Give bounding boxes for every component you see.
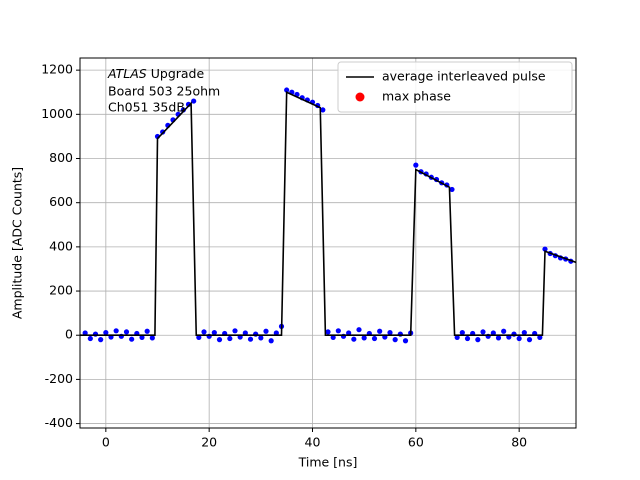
x-tick-label: 80: [511, 435, 527, 450]
y-tick-label: 1000: [41, 106, 73, 121]
data-point: [263, 328, 269, 334]
legend-swatch: [355, 92, 365, 102]
data-point: [325, 329, 331, 335]
data-point: [232, 328, 238, 334]
annotation-line: Board 503 25ohm: [108, 84, 220, 99]
data-point: [268, 338, 274, 344]
data-point: [490, 330, 496, 336]
data-point: [320, 107, 326, 113]
data-point: [113, 328, 119, 334]
data-point: [335, 328, 341, 334]
y-tick-label: 200: [49, 283, 73, 298]
data-point: [475, 337, 481, 343]
data-point: [371, 335, 378, 342]
data-point: [144, 328, 150, 334]
data-point: [123, 329, 130, 335]
annotation-line: Upgrade: [151, 66, 205, 81]
data-point: [216, 337, 223, 343]
annotation-line: Ch051 35dB: [108, 100, 185, 115]
data-point: [149, 335, 155, 341]
data-point: [87, 335, 93, 342]
legend: average interleaved pulse max phase: [337, 61, 573, 113]
x-tick-label: 20: [201, 435, 217, 450]
data-point: [413, 162, 419, 168]
y-axis-label: Amplitude [ADC Counts]: [10, 167, 25, 319]
data-point: [273, 330, 279, 336]
y-tick-label: -400: [45, 415, 73, 430]
y-tick-label: 600: [49, 194, 73, 209]
x-axis-label: Time [ns]: [298, 455, 358, 470]
data-point: [501, 328, 507, 334]
data-point: [464, 335, 471, 342]
axes: 0 20 40 60 80 -400 -200 0 200 400 600 800 1000 1200: [41, 62, 527, 450]
y-tick-label: -200: [45, 371, 73, 386]
data-point: [495, 335, 502, 341]
data-point: [351, 336, 357, 342]
grid: [80, 58, 576, 428]
data-point: [521, 329, 527, 336]
data-point: [247, 336, 254, 342]
data-point: [284, 87, 290, 93]
data-point: [402, 338, 409, 344]
data-point: [377, 328, 383, 334]
annotation-italic: ATLAS: [107, 66, 147, 81]
data-point: [526, 337, 533, 343]
plot-frame: [79, 57, 577, 429]
data-point: [459, 329, 465, 336]
data-point: [542, 246, 548, 252]
data-point: [449, 186, 455, 193]
data-point: [103, 329, 109, 336]
data-point: [330, 334, 336, 341]
y-tick-label: 0: [65, 327, 73, 342]
data-point: [454, 334, 460, 341]
data: [80, 87, 576, 344]
data-point: [392, 337, 398, 343]
data-point: [242, 330, 248, 336]
y-tick-label: 800: [49, 150, 73, 165]
data-point: [201, 329, 207, 335]
data-point: [387, 329, 393, 336]
plot-area: [80, 58, 576, 428]
legend-box: [337, 61, 573, 113]
y-tick-label: 1200: [41, 62, 73, 77]
legend-label: average interleaved pulse: [382, 69, 546, 84]
data-point: [227, 335, 233, 342]
data-point: [191, 98, 197, 104]
pulse-line: [80, 91, 576, 337]
data-point: [258, 335, 264, 341]
x-tick-label: 0: [102, 435, 110, 450]
data-point: [516, 335, 522, 342]
data-point: [346, 330, 352, 336]
legend-label: max phase: [382, 89, 451, 104]
data-point: [356, 327, 362, 333]
data-point: [139, 334, 145, 341]
x-tick-label: 60: [408, 435, 424, 450]
data-point: [537, 334, 543, 341]
data-point: [98, 337, 104, 343]
y-tick-label: 400: [49, 238, 73, 253]
x-tick-label: 40: [305, 435, 321, 450]
data-point: [211, 329, 217, 336]
data-point: [480, 329, 486, 335]
data-point: [82, 330, 88, 336]
data-point: [196, 334, 202, 341]
annotation: ATLAS Upgrade: [107, 66, 204, 81]
data-point: [129, 336, 135, 342]
data-point: [361, 335, 367, 341]
